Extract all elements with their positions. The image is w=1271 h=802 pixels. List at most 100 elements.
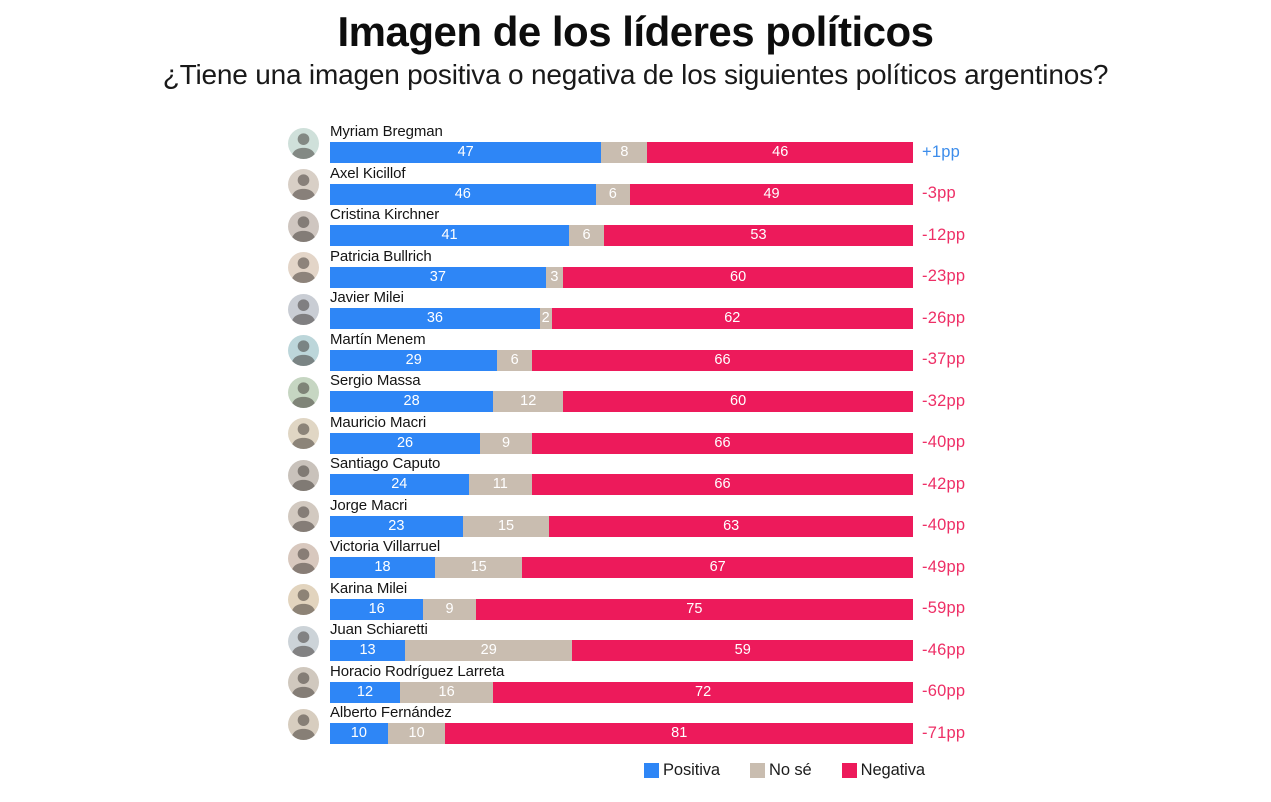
person-silhouette-icon: [291, 174, 316, 201]
bar-block: Juan Schiaretti 13 29 59: [330, 621, 913, 662]
net-label: -59pp: [922, 599, 966, 618]
segment-value-positiva: 41: [441, 227, 458, 244]
stacked-bar: 41 6 53: [330, 225, 913, 247]
bar-segment-positiva: 37: [330, 266, 546, 288]
person-silhouette-icon: [291, 589, 316, 616]
bar-block: Cristina Kirchner 41 6 53: [330, 206, 913, 247]
net-label: -60pp: [922, 682, 966, 701]
segment-value-negativa: 63: [723, 517, 740, 534]
politician-row: Jorge Macri 23 15 63 -40pp: [288, 496, 1271, 538]
net-label: -71pp: [922, 723, 966, 742]
legend-label-positiva: Positiva: [663, 760, 721, 779]
politician-name: Martín Menem: [330, 330, 426, 348]
page-title: Imagen de los líderes políticos: [337, 8, 934, 55]
segment-value-positiva: 24: [391, 476, 408, 493]
person-silhouette-icon: [291, 630, 316, 657]
net-label: -49pp: [922, 557, 966, 576]
person-silhouette-icon: [291, 464, 316, 491]
politician-row: Mauricio Macri 26 9 66 -40pp: [288, 413, 1271, 455]
bar-block: Karina Milei 16 9 75: [330, 580, 913, 620]
segment-value-negativa: 75: [686, 600, 703, 617]
bar-block: Victoria Villarruel 18 15 67: [330, 538, 913, 579]
segment-value-no-se: 10: [408, 725, 425, 742]
politician-avatar: [288, 376, 319, 408]
politician-name: Javier Milei: [330, 289, 404, 307]
politician-row: Juan Schiaretti 13 29 59 -46pp: [288, 620, 1271, 662]
segment-value-negativa: 66: [714, 434, 731, 451]
bar-segment-negativa: 75: [475, 598, 913, 620]
segment-value-positiva: 18: [374, 559, 391, 576]
net-label: -12pp: [922, 225, 966, 244]
segment-value-no-se: 11: [492, 476, 508, 493]
politician-name: Mauricio Macri: [330, 413, 427, 431]
segment-value-no-se: 9: [445, 600, 454, 617]
stacked-bar: 10 10 81: [330, 723, 913, 745]
politician-avatar: [288, 625, 319, 657]
segment-value-positiva: 47: [457, 144, 474, 161]
segment-value-no-se: 15: [470, 559, 487, 576]
legend-item-negativa: Negativa: [841, 761, 925, 780]
politician-name: Alberto Fernández: [330, 704, 452, 722]
net-label: -23pp: [922, 267, 966, 286]
legend-item-positiva: Positiva: [644, 761, 720, 780]
bar-segment-no-se: 3: [545, 266, 564, 288]
segment-value-positiva: 29: [405, 351, 422, 368]
politician-avatar: [288, 127, 319, 159]
politician-name: Horacio Rodríguez Larreta: [330, 662, 505, 680]
segment-value-negativa: 60: [730, 268, 747, 285]
politician-name: Juan Schiaretti: [330, 621, 428, 639]
bar-block: Patricia Bullrich 37 3 60: [330, 248, 913, 288]
bar-segment-negativa: 72: [493, 681, 913, 703]
bar-segment-negativa: 81: [445, 723, 913, 745]
bar-segment-no-se: 11: [468, 474, 533, 496]
segment-value-no-se: 9: [502, 434, 511, 451]
net-label: -46pp: [922, 640, 966, 659]
segment-value-no-se: 15: [497, 517, 515, 534]
net-label: -37pp: [922, 350, 966, 369]
politician-row: Horacio Rodríguez Larreta 12 16 72 -60pp: [288, 662, 1271, 704]
bar-block: Javier Milei 36 2 62: [330, 289, 913, 330]
segment-value-positiva: 26: [396, 434, 414, 451]
bar-segment-no-se: 29: [405, 640, 573, 662]
stacked-bar: 47 8 46: [330, 142, 913, 164]
bar-segment-no-se: 8: [601, 142, 648, 164]
segment-value-positiva: 16: [368, 600, 385, 617]
net-label: -42pp: [922, 474, 966, 493]
segment-value-no-se: 8: [620, 144, 629, 161]
segment-value-negativa: 53: [750, 227, 767, 244]
person-silhouette-icon: [291, 381, 316, 408]
segment-value-no-se: 12: [520, 393, 537, 410]
segment-value-positiva: 13: [359, 642, 376, 659]
politician-row: Patricia Bullrich 37 3 60 -23pp: [288, 247, 1271, 289]
politician-name: Patricia Bullrich: [330, 247, 432, 265]
politician-row: Karina Milei 16 9 75 -59pp: [288, 579, 1271, 621]
stacked-bar: 28 12 60: [330, 391, 913, 413]
bar-segment-negativa: 60: [563, 266, 913, 288]
segment-value-positiva: 46: [454, 185, 471, 202]
stacked-bar: 36 2 62: [330, 308, 913, 330]
legend-swatch-positiva-icon: [644, 762, 660, 778]
stacked-bar: 18 15 67: [330, 557, 913, 579]
bar-block: Myriam Bregman 47 8 46: [330, 123, 913, 164]
bar-segment-positiva: 28: [330, 391, 494, 413]
bar-segment-positiva: 24: [330, 474, 469, 496]
politician-avatar: [288, 584, 319, 616]
stacked-bar: 23 15 63: [330, 515, 913, 537]
bar-segment-positiva: 46: [330, 183, 596, 205]
person-silhouette-icon: [291, 506, 316, 533]
bar-block: Axel Kicillof 46 6 49: [330, 165, 913, 205]
segment-value-positiva: 37: [429, 268, 446, 285]
bar-segment-negativa: 59: [572, 640, 913, 662]
person-silhouette-icon: [291, 672, 316, 699]
bar-segment-no-se: 2: [539, 308, 552, 330]
segment-value-negativa: 62: [724, 310, 741, 327]
legend-item-no-se: No sé: [750, 761, 812, 780]
segment-value-negativa: 49: [763, 185, 780, 202]
bar-segment-no-se: 6: [595, 183, 631, 205]
politician-avatar: [288, 501, 319, 533]
person-silhouette-icon: [291, 547, 316, 574]
bar-segment-no-se: 9: [480, 432, 533, 454]
bar-segment-no-se: 6: [497, 349, 533, 371]
bar-segment-no-se: 12: [493, 391, 564, 413]
bar-segment-negativa: 60: [563, 391, 913, 413]
